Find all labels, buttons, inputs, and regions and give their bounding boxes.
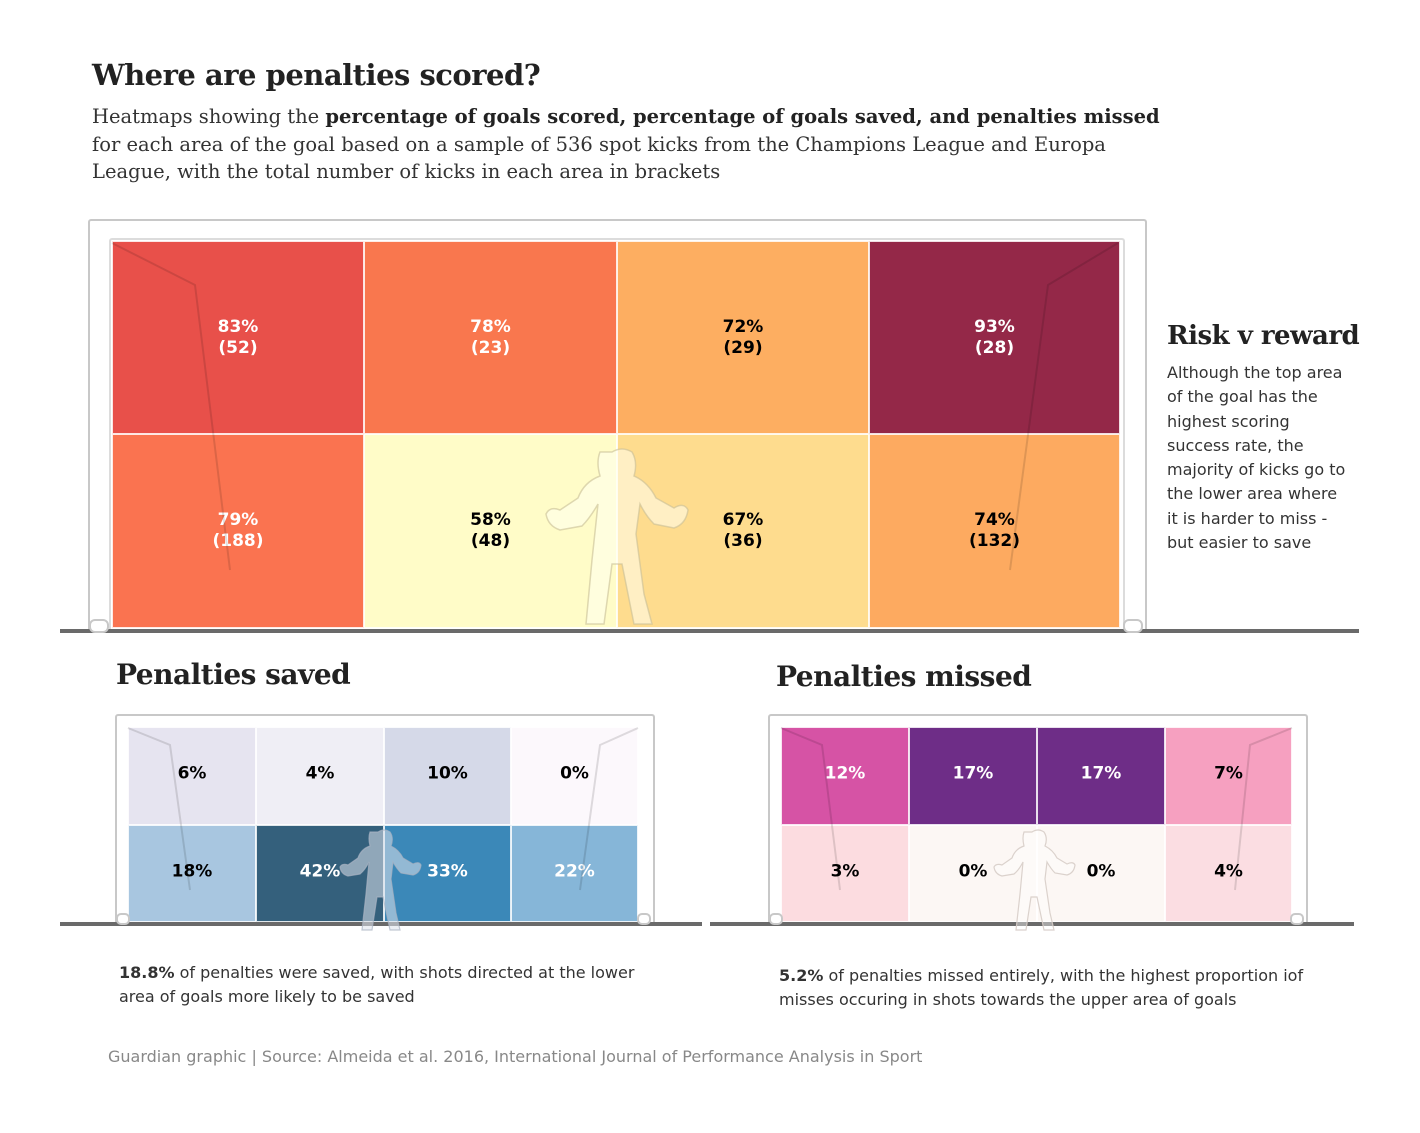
- missed-goal-frame: [768, 714, 1308, 926]
- missed-cell-label: 4%: [1214, 861, 1243, 882]
- scored-cell-bottom-4: [869, 434, 1120, 628]
- saved-value-label: 22%: [554, 861, 595, 881]
- saved-value-label: 33%: [427, 861, 468, 881]
- subtitle-bold: percentage of goals scored, percentage o…: [325, 105, 1160, 128]
- saved-goal-frame: [115, 714, 655, 926]
- scored-cell-label: 67% (36): [723, 510, 764, 552]
- scored-cell-top-1: [112, 241, 364, 434]
- saved-cell-top-3: [384, 727, 511, 825]
- scored-count-label: (132): [968, 531, 1021, 551]
- missed-cell-top-3: [1037, 727, 1165, 825]
- missed-cell-label: 0%: [959, 861, 988, 882]
- scored-cell-top-4: [869, 241, 1120, 434]
- missed-value-label: 12%: [824, 763, 866, 784]
- scored-cell-top-2: [364, 241, 617, 434]
- saved-ground-line: [60, 922, 702, 926]
- scored-cell-bottom-1: [112, 434, 364, 628]
- missed-value-label: 17%: [1080, 763, 1122, 784]
- missed-cell-label: 0%: [1087, 861, 1116, 882]
- missed-cell-bottom-1: [781, 825, 909, 922]
- missed-value-label: 0%: [958, 861, 988, 881]
- missed-note-text: of penalties missed entirely, with the h…: [779, 966, 1304, 1009]
- missed-cell-top-2: [909, 727, 1037, 825]
- saved-cell-label: 33%: [427, 861, 468, 882]
- saved-cell-top-4: [511, 727, 638, 825]
- scored-count-label: (29): [723, 337, 763, 358]
- missed-ground-line: [710, 922, 1354, 926]
- scored-value-label: 93%: [974, 316, 1015, 337]
- missed-cell-label: 17%: [953, 764, 994, 785]
- saved-value-label: 42%: [299, 861, 341, 881]
- scored-ground-line: [60, 629, 1359, 633]
- subtitle-part1: Heatmaps showing the: [92, 105, 326, 128]
- saved-value-label: 6%: [177, 763, 207, 784]
- scored-value-label: 78%: [470, 316, 511, 337]
- chart-title: Where are penalties scored?: [92, 58, 541, 92]
- risk-reward-text: Although the top area of the goal has th…: [1167, 363, 1346, 553]
- scored-cell-label: 83% (52): [218, 317, 259, 359]
- missed-section-title: Penalties missed: [776, 660, 1032, 693]
- scored-cell-label: 93% (28): [974, 317, 1015, 359]
- saved-value-label: 18%: [171, 861, 213, 881]
- missed-cell-label: 7%: [1214, 764, 1243, 785]
- saved-cell-label: 6%: [178, 764, 207, 785]
- source-credit: Guardian graphic | Source: Almeida et al…: [108, 1047, 923, 1066]
- scored-value-label: 83%: [217, 316, 259, 337]
- missed-cell-top-4: [1165, 727, 1292, 825]
- saved-cell-label: 42%: [300, 861, 341, 882]
- missed-value-label: 0%: [1086, 861, 1116, 881]
- scored-cell-label: 72% (29): [723, 317, 764, 359]
- saved-cell-label: 4%: [306, 764, 335, 785]
- risk-reward-title: Risk v reward: [1167, 321, 1360, 351]
- scored-value-label: 72%: [722, 316, 764, 337]
- scored-count-label: (48): [470, 531, 511, 551]
- scored-value-label: 74%: [974, 510, 1015, 530]
- saved-cell-top-2: [256, 727, 384, 825]
- scored-goal-frame: [88, 219, 1147, 632]
- saved-note-text: of penalties were saved, with shots dire…: [119, 963, 635, 1006]
- missed-cell-bottom-4: [1165, 825, 1292, 922]
- saved-cell-label: 10%: [427, 764, 468, 785]
- scored-count-label: (52): [218, 337, 258, 358]
- scored-cell-top-3: [617, 241, 869, 434]
- scored-cell-label: 78% (23): [470, 317, 511, 359]
- missed-value-label: 4%: [1214, 861, 1243, 881]
- scored-count-label: (28): [974, 337, 1015, 358]
- scored-count-label: (36): [723, 531, 763, 551]
- scored-count-label: (188): [212, 531, 264, 551]
- missed-cell-label: 12%: [825, 764, 866, 785]
- saved-value-label: 10%: [427, 763, 468, 784]
- missed-value-label: 3%: [830, 861, 860, 881]
- saved-note-highlight: 18.8%: [119, 963, 175, 982]
- scored-value-label: 67%: [722, 510, 764, 530]
- scored-goal-inner-frame: [109, 238, 1125, 632]
- scored-cell-label: 74% (132): [969, 510, 1020, 552]
- missed-note: 5.2% of penalties missed entirely, with …: [779, 964, 1339, 1012]
- saved-section-title: Penalties saved: [116, 658, 351, 691]
- saved-cell-label: 18%: [172, 861, 213, 882]
- saved-cell-top-1: [128, 727, 256, 825]
- saved-note: 18.8% of penalties were saved, with shot…: [119, 961, 664, 1009]
- scored-count-label: (23): [470, 337, 511, 358]
- saved-cell-bottom-1: [128, 825, 256, 922]
- missed-value-label: 17%: [952, 763, 994, 784]
- missed-cell-label: 17%: [1081, 764, 1122, 785]
- missed-note-highlight: 5.2%: [779, 966, 824, 985]
- saved-cell-label: 0%: [560, 764, 589, 785]
- saved-value-label: 0%: [560, 763, 589, 784]
- missed-value-label: 7%: [1214, 763, 1243, 784]
- saved-cell-bottom-4: [511, 825, 638, 922]
- scored-value-label: 79%: [217, 510, 259, 530]
- saved-cell-label: 22%: [554, 861, 595, 882]
- chart-subtitle: Heatmaps showing the percentage of goals…: [92, 103, 1172, 186]
- missed-cell-top-1: [781, 727, 909, 825]
- subtitle-part2: for each area of the goal based on a sam…: [92, 132, 1106, 184]
- missed-cell-label: 3%: [831, 861, 860, 882]
- scored-cell-label: 79% (188): [212, 510, 263, 552]
- saved-value-label: 4%: [305, 763, 335, 784]
- scored-cell-label: 58% (48): [470, 510, 511, 552]
- scored-value-label: 58%: [470, 510, 511, 530]
